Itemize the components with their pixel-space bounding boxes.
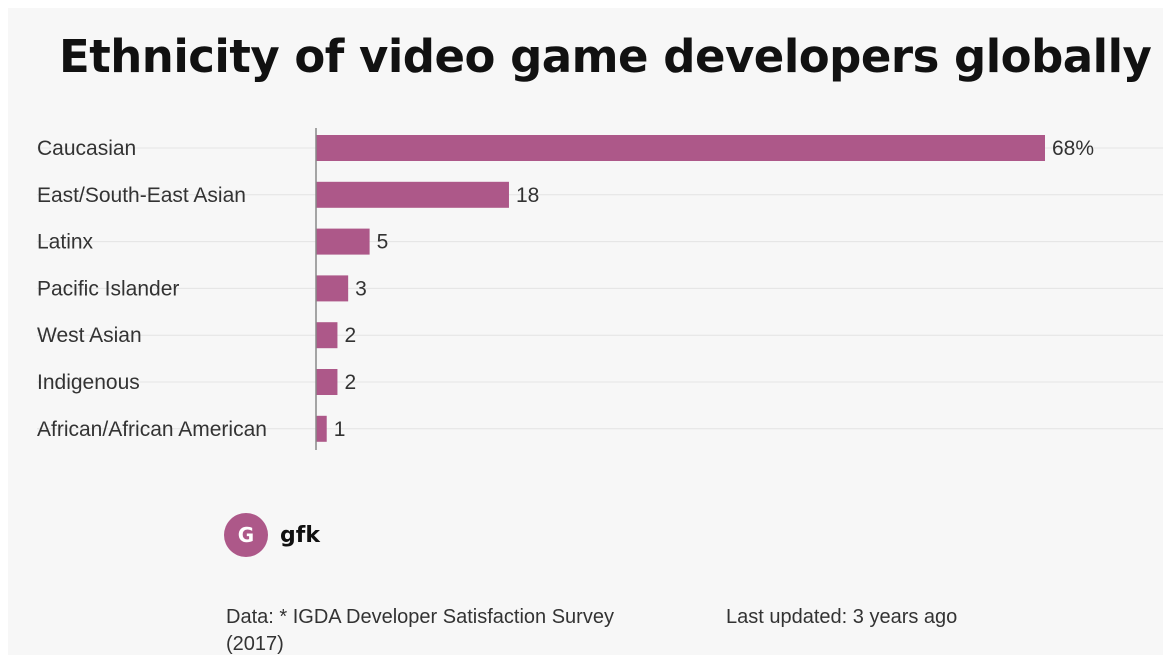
- bar[interactable]: [316, 135, 1045, 161]
- value-label: 2: [344, 371, 356, 394]
- value-label: 1: [334, 418, 346, 441]
- category-label: African/African American: [37, 418, 267, 441]
- data-source: Data: * IGDA Developer Satisfaction Surv…: [226, 606, 614, 655]
- brand-name: gfk: [280, 522, 320, 548]
- value-label: 3: [355, 277, 367, 300]
- bar[interactable]: [316, 228, 370, 255]
- gfk-logo-icon: G: [224, 513, 268, 557]
- chart-title: Ethnicity of video game developers globa…: [59, 30, 1152, 83]
- brand-logo[interactable]: G gfk: [224, 513, 320, 557]
- value-label: 68%: [1052, 137, 1094, 160]
- category-label: East/South-East Asian: [37, 184, 246, 207]
- category-label: Indigenous: [37, 371, 140, 394]
- category-label: Caucasian: [37, 137, 136, 160]
- bar[interactable]: [316, 181, 509, 208]
- category-label: Pacific Islander: [37, 277, 179, 300]
- bar[interactable]: [316, 415, 327, 442]
- value-label: 5: [377, 231, 389, 254]
- bar[interactable]: [316, 275, 349, 302]
- bar-chart: Caucasian 68% East/South-East Asian 18 Latin…: [37, 128, 1163, 450]
- category-label: West Asian: [37, 324, 142, 347]
- bar[interactable]: [316, 369, 338, 395]
- logo-glyph: G: [237, 523, 255, 547]
- category-label: Latinx: [37, 231, 94, 254]
- last-updated: Last updated: 3 years ago: [726, 606, 958, 628]
- chart-card: [8, 8, 1163, 655]
- value-label: 2: [344, 324, 356, 347]
- bar[interactable]: [316, 322, 338, 349]
- value-label: 18: [516, 184, 539, 207]
